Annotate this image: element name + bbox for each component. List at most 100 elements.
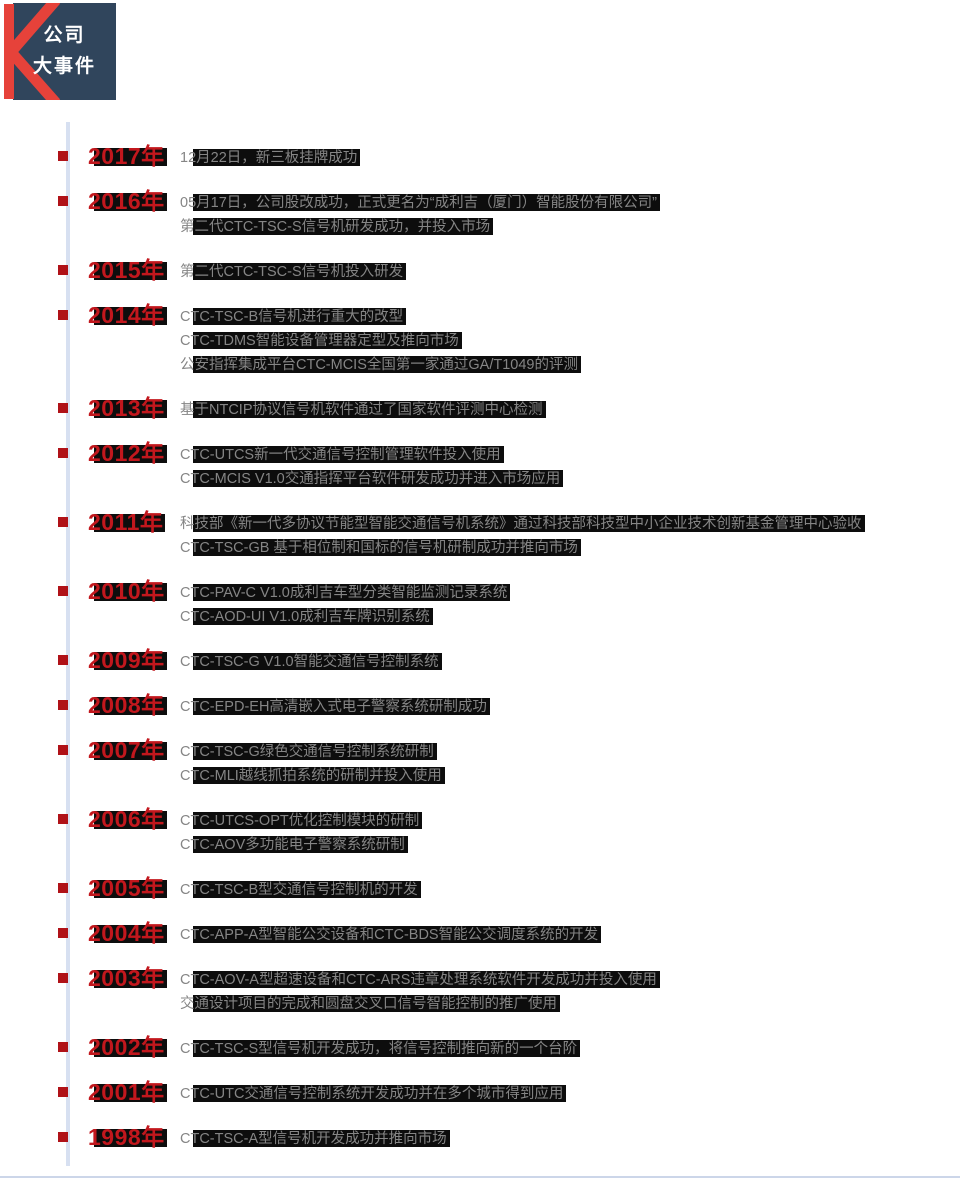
- entry-year-text: 2010年: [88, 578, 165, 604]
- entry-description-text: CTC-TDMS智能设备管理器定型及推向市场: [180, 333, 459, 349]
- timeline-entry: 2001年 CTC-UTC交通信号控制系统开发成功并在多个城市得到应用: [0, 1079, 960, 1106]
- entry-description-line: CTC-TSC-S型信号机开发成功，将信号控制推向新的一个台阶: [180, 1037, 960, 1061]
- text-highlight: 05月17日，公司股改成功，正式更名为“成利吉（厦门）智能股份有限公司”: [180, 191, 660, 215]
- timeline-entry: 2005年 CTC-TSC-B型交通信号控制机的开发: [0, 875, 960, 902]
- entry-year-text: 1998年: [88, 1124, 165, 1150]
- entry-description-text: CTC-PAV-C V1.0成利吉车型分类智能监测记录系统: [180, 585, 508, 601]
- entry-year-text: 2017年: [88, 143, 165, 169]
- timeline-bullet-icon: [58, 928, 68, 938]
- entry-description-text: CTC-APP-A型智能公交设备和CTC-BDS智能公交调度系统的开发: [180, 927, 599, 943]
- entry-year: 2001年: [88, 1079, 167, 1105]
- entry-description-line: 05月17日，公司股改成功，正式更名为“成利吉（厦门）智能股份有限公司”: [180, 191, 960, 215]
- entry-year: 2015年: [88, 257, 167, 283]
- timeline-bullet-icon: [58, 700, 68, 710]
- text-highlight: 科技部《新一代多协议节能型智能交通信号机系统》通过科技部科技型中小企业技术创新基…: [180, 512, 864, 536]
- timeline-entry: 2014年 CTC-TSC-B信号机进行重大的改型 CTC-TDMS智能设备管理器…: [0, 302, 960, 377]
- entry-description-text: CTC-MLI越线抓拍系统的研制并投入使用: [180, 768, 442, 784]
- text-highlight: 交通设计项目的完成和圆盘交叉口信号智能控制的推广使用: [180, 992, 560, 1016]
- text-highlight: CTC-UTCS-OPT优化控制模块的研制: [180, 809, 423, 833]
- entry-lines: 基于NTCIP协议信号机软件通过了国家软件评测中心检测: [180, 398, 960, 422]
- timeline-bullet-icon: [58, 1042, 68, 1052]
- entry-year: 2016年: [88, 188, 167, 214]
- entry-lines: 第二代CTC-TSC-S信号机投入研发: [180, 260, 960, 284]
- entry-year: 2006年: [88, 806, 167, 832]
- entry-year: 2003年: [88, 965, 167, 991]
- entry-year-text: 2005年: [88, 875, 165, 901]
- text-highlight: CTC-MLI越线抓拍系统的研制并投入使用: [180, 764, 445, 788]
- entry-year: 1998年: [88, 1124, 167, 1150]
- entry-lines: CTC-UTC交通信号控制系统开发成功并在多个城市得到应用: [180, 1082, 960, 1106]
- timeline-entry: 2017年 12月22日，新三板挂牌成功: [0, 143, 960, 170]
- timeline-entries-list: 2017年 12月22日，新三板挂牌成功 2016年 05月17日，公司股改成功…: [0, 143, 960, 1172]
- timeline-bullet-icon: [58, 151, 68, 161]
- text-highlight: CTC-UTC交通信号控制系统开发成功并在多个城市得到应用: [180, 1082, 567, 1106]
- timeline-bullet-icon: [58, 655, 68, 665]
- timeline-axis: [66, 122, 70, 1166]
- entry-description-text: 05月17日，公司股改成功，正式更名为“成利吉（厦门）智能股份有限公司”: [180, 195, 657, 211]
- entry-description-text: CTC-AOD-UI V1.0成利吉车牌识别系统: [180, 609, 430, 625]
- entry-description-line: CTC-AOD-UI V1.0成利吉车牌识别系统: [180, 605, 960, 629]
- timeline-bullet-icon: [58, 265, 68, 275]
- entry-year: 2002年: [88, 1034, 167, 1060]
- entry-description-text: 基于NTCIP协议信号机软件通过了国家软件评测中心检测: [180, 402, 543, 418]
- bottom-divider: [0, 1176, 960, 1178]
- timeline-entry: 2012年 CTC-UTCS新一代交通信号控制管理软件投入使用 CTC-MCIS …: [0, 440, 960, 491]
- badge-title-line1: 公司: [43, 25, 86, 46]
- entry-lines: CTC-AOV-A型超速设备和CTC-ARS违章处理系统软件开发成功并投入使用交…: [180, 968, 960, 1016]
- entry-description-text: CTC-MCIS V1.0交通指挥平台软件研发成功并进入市场应用: [180, 471, 561, 487]
- timeline-entry: 2004年 CTC-APP-A型智能公交设备和CTC-BDS智能公交调度系统的开…: [0, 920, 960, 947]
- entry-description-text: CTC-AOV-A型超速设备和CTC-ARS违章处理系统软件开发成功并投入使用: [180, 972, 657, 988]
- text-highlight: CTC-UTCS新一代交通信号控制管理软件投入使用: [180, 443, 504, 467]
- entry-year-text: 2001年: [88, 1079, 165, 1105]
- text-highlight: 12月22日，新三板挂牌成功: [180, 146, 361, 170]
- entry-description-text: CTC-TSC-G V1.0智能交通信号控制系统: [180, 654, 439, 670]
- header-badge: 公司 大事件: [3, 3, 116, 100]
- entry-year: 2009年: [88, 647, 167, 673]
- text-highlight: CTC-MCIS V1.0交通指挥平台软件研发成功并进入市场应用: [180, 467, 564, 491]
- entry-year: 2007年: [88, 737, 167, 763]
- entry-description-line: 交通设计项目的完成和圆盘交叉口信号智能控制的推广使用: [180, 992, 960, 1016]
- entry-lines: CTC-TSC-B信号机进行重大的改型 CTC-TDMS智能设备管理器定型及推向市…: [180, 305, 960, 377]
- entry-lines: CTC-TSC-B型交通信号控制机的开发: [180, 878, 960, 902]
- entry-description-text: 科技部《新一代多协议节能型智能交通信号机系统》通过科技部科技型中小企业技术创新基…: [180, 516, 862, 532]
- entry-year: 2008年: [88, 692, 167, 718]
- entry-description-line: CTC-TSC-B型交通信号控制机的开发: [180, 878, 960, 902]
- entry-description-line: 12月22日，新三板挂牌成功: [180, 146, 960, 170]
- text-highlight: CTC-APP-A型智能公交设备和CTC-BDS智能公交调度系统的开发: [180, 923, 602, 947]
- entry-description-line: CTC-MCIS V1.0交通指挥平台软件研发成功并进入市场应用: [180, 467, 960, 491]
- entry-description-line: 第二代CTC-TSC-S信号机研发成功，并投入市场: [180, 215, 960, 239]
- entry-year-text: 2016年: [88, 188, 165, 214]
- badge-text: 公司 大事件: [13, 20, 116, 82]
- entry-year: 2017年: [88, 143, 167, 169]
- entry-lines: CTC-TSC-G绿色交通信号控制系统研制 CTC-MLI越线抓拍系统的研制并投入…: [180, 740, 960, 788]
- timeline-bullet-icon: [58, 1087, 68, 1097]
- entry-description-line: CTC-TSC-G V1.0智能交通信号控制系统: [180, 650, 960, 674]
- entry-description-text: CTC-TSC-A型信号机开发成功并推向市场: [180, 1131, 447, 1147]
- entry-year: 2013年: [88, 395, 167, 421]
- entry-description-line: CTC-UTCS新一代交通信号控制管理软件投入使用: [180, 443, 960, 467]
- timeline-entry: 2003年 CTC-AOV-A型超速设备和CTC-ARS违章处理系统软件开发成功…: [0, 965, 960, 1016]
- text-highlight: CTC-TSC-GB 基于相位制和国标的信号机研制成功并推向市场: [180, 536, 581, 560]
- entry-year-text: 2012年: [88, 440, 165, 466]
- text-highlight: CTC-AOD-UI V1.0成利吉车牌识别系统: [180, 605, 433, 629]
- entry-year: 2005年: [88, 875, 167, 901]
- entry-description-text: 12月22日，新三板挂牌成功: [180, 150, 358, 166]
- entry-description-line: CTC-MLI越线抓拍系统的研制并投入使用: [180, 764, 960, 788]
- entry-lines: CTC-EPD-EH高清嵌入式电子警察系统研制成功: [180, 695, 960, 719]
- entry-description-text: CTC-AOV多功能电子警察系统研制: [180, 837, 405, 853]
- entry-description-text: CTC-TSC-S型信号机开发成功，将信号控制推向新的一个台阶: [180, 1041, 578, 1057]
- entry-year-text: 2013年: [88, 395, 165, 421]
- timeline-entry: 2011年 科技部《新一代多协议节能型智能交通信号机系统》通过科技部科技型中小企…: [0, 509, 960, 560]
- brand-k-icon: [4, 3, 61, 100]
- entry-description-text: CTC-TSC-B信号机进行重大的改型: [180, 309, 404, 325]
- entry-year-text: 2015年: [88, 257, 165, 283]
- entry-lines: 科技部《新一代多协议节能型智能交通信号机系统》通过科技部科技型中小企业技术创新基…: [180, 512, 960, 560]
- entry-year-text: 2008年: [88, 692, 165, 718]
- text-highlight: 第二代CTC-TSC-S信号机研发成功，并投入市场: [180, 215, 494, 239]
- entry-lines: CTC-TSC-S型信号机开发成功，将信号控制推向新的一个台阶: [180, 1037, 960, 1061]
- entry-year-text: 2007年: [88, 737, 165, 763]
- entry-year: 2010年: [88, 578, 167, 604]
- entry-lines: CTC-TSC-G V1.0智能交通信号控制系统: [180, 650, 960, 674]
- text-highlight: 基于NTCIP协议信号机软件通过了国家软件评测中心检测: [180, 398, 545, 422]
- timeline-entry: 2016年 05月17日，公司股改成功，正式更名为“成利吉（厦门）智能股份有限公…: [0, 188, 960, 239]
